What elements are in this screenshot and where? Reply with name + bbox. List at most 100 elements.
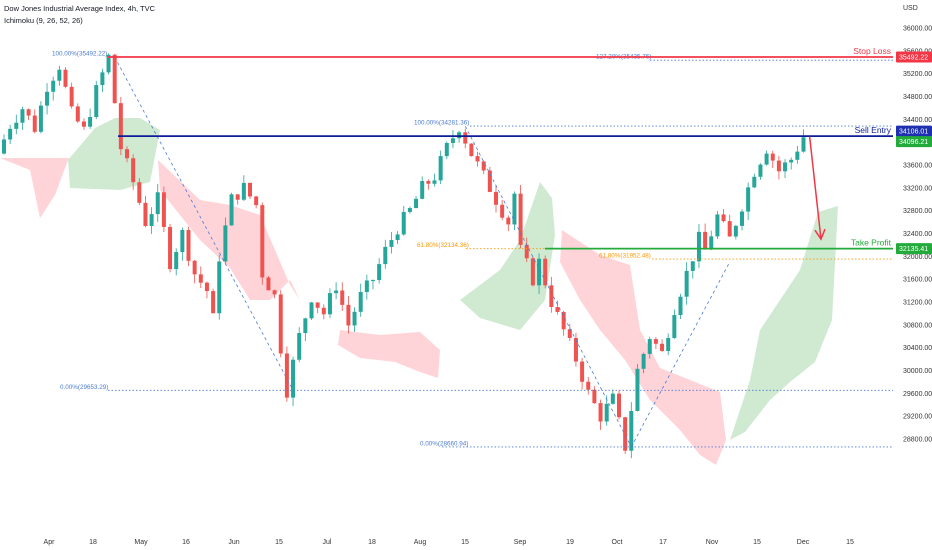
price-axis: USD 36000.0035600.0035200.0034800.003440… [896, 5, 932, 444]
candle-body [586, 381, 591, 390]
fib-level-label: 100.00%(34281.36) [414, 120, 469, 127]
overlay-layer: 100.00%(35492.22)127.20%(35435.76)100.00… [52, 46, 893, 447]
candle-body [407, 208, 412, 212]
candle-body [733, 225, 738, 237]
candle-body [334, 290, 339, 294]
candle-body [789, 159, 794, 163]
candle-body [69, 86, 74, 107]
ichimoku-cloud-0 [0, 158, 70, 218]
candle-body [8, 128, 13, 140]
time-axis: Apr 18 May 16 Jun 15 Jul 18 Aug 15 Sep 19 Oct 17 Nov 15… [44, 539, 854, 546]
candle-body [155, 192, 160, 215]
y-tick-label: 30800.00 [903, 322, 932, 329]
candle-body [450, 138, 455, 143]
take-profit-tag: 32135.41 [899, 246, 928, 253]
candle-body [192, 260, 197, 275]
candle-body [672, 315, 677, 338]
indicator-label: Ichimoku (9, 26, 52, 26) [4, 16, 83, 25]
candle-body [487, 170, 492, 192]
candle-body [94, 85, 99, 118]
ichimoku-cloud-4 [460, 182, 555, 330]
ichimoku-cloud-5 [560, 230, 726, 465]
candle-body [438, 156, 443, 181]
candle-body [500, 204, 505, 218]
candle-body [229, 194, 234, 226]
candle-body [38, 105, 43, 132]
candle-body [198, 274, 203, 283]
candle-body [530, 258, 535, 286]
candle-body [63, 69, 68, 87]
candle-body [795, 151, 800, 160]
candle-body [371, 280, 375, 282]
candle-body [770, 153, 775, 161]
candle-body [783, 162, 788, 172]
currency-label: USD [903, 5, 918, 12]
candle-body [358, 292, 363, 312]
candle-body [204, 282, 209, 292]
candle-body [740, 211, 744, 226]
forecast-arrow-line [808, 136, 822, 240]
candle-body [51, 80, 56, 92]
candle-body [623, 417, 628, 451]
x-tick-label: Nov [706, 539, 719, 546]
candle-body [235, 194, 240, 200]
y-tick-label: 32000.00 [903, 254, 932, 261]
candle-body [696, 231, 701, 262]
candle-body [604, 403, 609, 422]
candle-body [131, 158, 136, 183]
candle-body [321, 307, 326, 315]
candle-body [653, 339, 658, 344]
candle-body [389, 240, 394, 247]
candle-body [598, 403, 603, 422]
candle-body [211, 291, 216, 314]
candle-body [57, 69, 62, 81]
stop-loss-label: Stop Loss [853, 46, 891, 56]
candle-body [684, 270, 689, 297]
candle-body [690, 261, 695, 271]
x-tick-label: Jun [228, 539, 239, 546]
candle-body [512, 193, 517, 225]
candle-body [801, 137, 806, 152]
candle-body [758, 164, 763, 177]
candle-body [518, 193, 523, 245]
candle-body [125, 149, 129, 159]
candle-body [678, 296, 683, 316]
fib-level-label: 100.00%(35492.22) [52, 50, 107, 57]
y-tick-label: 31200.00 [903, 300, 932, 307]
candle-body [709, 236, 714, 250]
x-tick-label: 15 [461, 539, 469, 546]
sell-entry-tag-bg [896, 125, 932, 137]
y-tick-label: 33600.00 [903, 163, 932, 170]
x-tick-label: 15 [846, 539, 854, 546]
candle-body [2, 139, 6, 154]
candle-body [746, 187, 751, 212]
candle-body [752, 176, 757, 188]
candle-body [14, 122, 19, 129]
candle-body [248, 182, 252, 197]
candle-body [727, 221, 732, 237]
candle-body [543, 258, 548, 286]
candle-body [100, 72, 105, 86]
candle-body [217, 261, 222, 314]
candle-body [143, 202, 148, 226]
candle-body [555, 307, 560, 312]
candle-body [592, 389, 597, 404]
fib-level-label: 0.00%(29653.29) [60, 384, 108, 391]
candle-body [580, 361, 585, 382]
candle-body [340, 290, 345, 305]
y-tick-label: 34800.00 [903, 94, 932, 101]
candle-body [137, 182, 142, 203]
candle-body [567, 329, 572, 338]
y-tick-label: 30400.00 [903, 345, 932, 352]
stop-loss-tag-bg [896, 51, 932, 63]
candle-body [297, 333, 302, 360]
candle-body [610, 393, 615, 404]
candle-body [75, 106, 80, 122]
candle-body [223, 225, 228, 262]
x-tick-label: May [134, 539, 148, 546]
y-tick-label: 33200.00 [903, 185, 932, 192]
candle-body [32, 115, 37, 132]
candle-body [666, 337, 671, 351]
candle-body [629, 410, 634, 451]
candle-body [352, 311, 357, 326]
